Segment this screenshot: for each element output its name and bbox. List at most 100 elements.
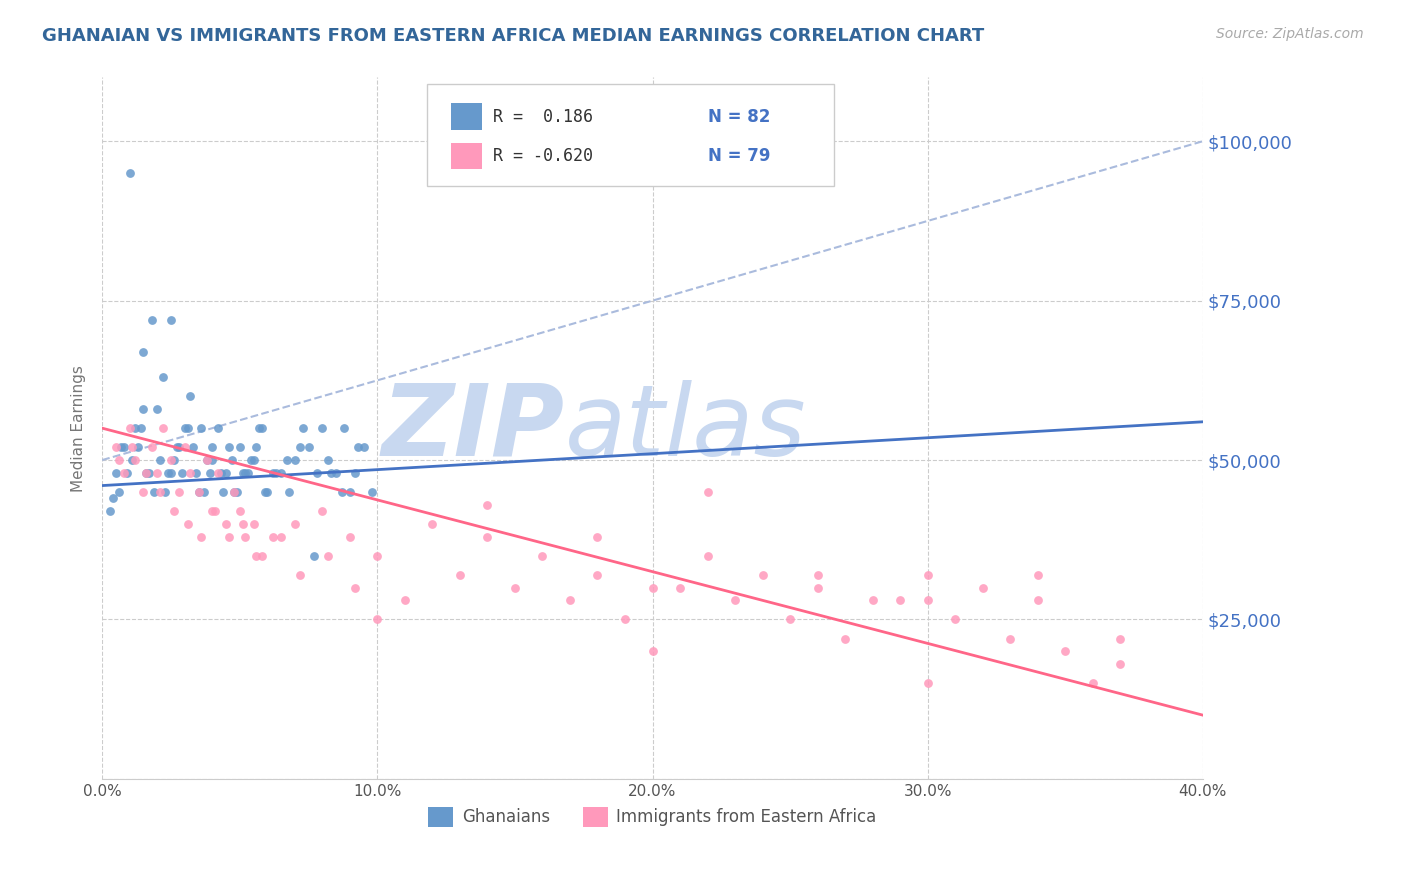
Point bbox=[264, 466, 287, 480]
Point bbox=[305, 466, 328, 480]
Point bbox=[1081, 676, 1104, 690]
Point bbox=[100, 504, 122, 518]
Point bbox=[278, 485, 301, 500]
Text: atlas: atlas bbox=[564, 380, 806, 476]
Point bbox=[112, 440, 135, 454]
Bar bbox=[451, 143, 482, 169]
Point bbox=[531, 549, 554, 563]
Point bbox=[155, 485, 177, 500]
Point bbox=[132, 344, 155, 359]
Point bbox=[344, 466, 367, 480]
Point bbox=[146, 402, 169, 417]
Point bbox=[917, 567, 939, 582]
Point bbox=[195, 453, 218, 467]
Point bbox=[276, 453, 298, 467]
Point bbox=[1026, 593, 1049, 607]
Point bbox=[242, 516, 264, 531]
Point bbox=[163, 453, 186, 467]
Text: Source: ZipAtlas.com: Source: ZipAtlas.com bbox=[1216, 27, 1364, 41]
Text: R = -0.620: R = -0.620 bbox=[494, 147, 593, 165]
Point bbox=[160, 466, 183, 480]
Point bbox=[207, 466, 229, 480]
Point bbox=[290, 567, 312, 582]
Point bbox=[132, 402, 155, 417]
Point bbox=[284, 453, 307, 467]
Legend: Ghanaians, Immigrants from Eastern Africa: Ghanaians, Immigrants from Eastern Afric… bbox=[422, 800, 883, 834]
Point bbox=[103, 491, 125, 506]
Point bbox=[344, 581, 367, 595]
Point bbox=[330, 485, 353, 500]
Point bbox=[190, 421, 212, 435]
Point bbox=[112, 466, 135, 480]
Point bbox=[135, 466, 157, 480]
Point bbox=[124, 453, 146, 467]
Point bbox=[110, 440, 132, 454]
Text: N = 79: N = 79 bbox=[707, 147, 770, 165]
Point bbox=[449, 567, 471, 582]
Point bbox=[1109, 657, 1132, 672]
Point bbox=[751, 567, 773, 582]
Point bbox=[201, 453, 224, 467]
Point bbox=[325, 466, 347, 480]
Point bbox=[614, 612, 637, 626]
Point bbox=[586, 530, 609, 544]
Point bbox=[124, 421, 146, 435]
Point bbox=[176, 421, 198, 435]
Point bbox=[107, 453, 129, 467]
Point bbox=[232, 516, 254, 531]
Point bbox=[146, 466, 169, 480]
Bar bbox=[451, 103, 482, 130]
Point bbox=[641, 644, 664, 658]
Point bbox=[163, 504, 186, 518]
Point bbox=[270, 466, 292, 480]
Text: R =  0.186: R = 0.186 bbox=[494, 108, 593, 126]
Point bbox=[149, 453, 172, 467]
Point bbox=[229, 440, 252, 454]
Point bbox=[696, 549, 718, 563]
Point bbox=[669, 581, 692, 595]
Point bbox=[290, 440, 312, 454]
Point bbox=[195, 453, 218, 467]
Point bbox=[1026, 567, 1049, 582]
Point bbox=[316, 453, 339, 467]
Point bbox=[141, 312, 163, 326]
Point bbox=[311, 504, 333, 518]
Text: ZIP: ZIP bbox=[381, 380, 564, 476]
Point bbox=[262, 466, 284, 480]
Point bbox=[118, 166, 141, 180]
Point bbox=[724, 593, 747, 607]
Point bbox=[239, 453, 262, 467]
Point bbox=[394, 593, 416, 607]
Point bbox=[1109, 632, 1132, 646]
Point bbox=[184, 466, 207, 480]
Point bbox=[233, 466, 256, 480]
Point bbox=[173, 421, 195, 435]
Point bbox=[212, 485, 235, 500]
Point bbox=[221, 453, 243, 467]
Point bbox=[193, 485, 215, 500]
Text: GHANAIAN VS IMMIGRANTS FROM EASTERN AFRICA MEDIAN EARNINGS CORRELATION CHART: GHANAIAN VS IMMIGRANTS FROM EASTERN AFRI… bbox=[42, 27, 984, 45]
Point bbox=[972, 581, 994, 595]
Point bbox=[256, 485, 278, 500]
Point bbox=[138, 466, 160, 480]
Point bbox=[104, 440, 127, 454]
Point bbox=[141, 440, 163, 454]
Point bbox=[339, 485, 361, 500]
Point bbox=[297, 440, 319, 454]
Point bbox=[862, 593, 884, 607]
Point bbox=[167, 485, 190, 500]
Point bbox=[586, 567, 609, 582]
Point bbox=[187, 485, 209, 500]
Point bbox=[215, 466, 238, 480]
Point bbox=[226, 485, 249, 500]
Point bbox=[152, 421, 174, 435]
Point bbox=[311, 421, 333, 435]
Point bbox=[218, 530, 240, 544]
Point bbox=[204, 504, 226, 518]
Point bbox=[250, 421, 273, 435]
Point bbox=[224, 485, 246, 500]
Point bbox=[167, 440, 190, 454]
Point bbox=[233, 530, 256, 544]
Point bbox=[166, 440, 188, 454]
Point bbox=[253, 485, 276, 500]
